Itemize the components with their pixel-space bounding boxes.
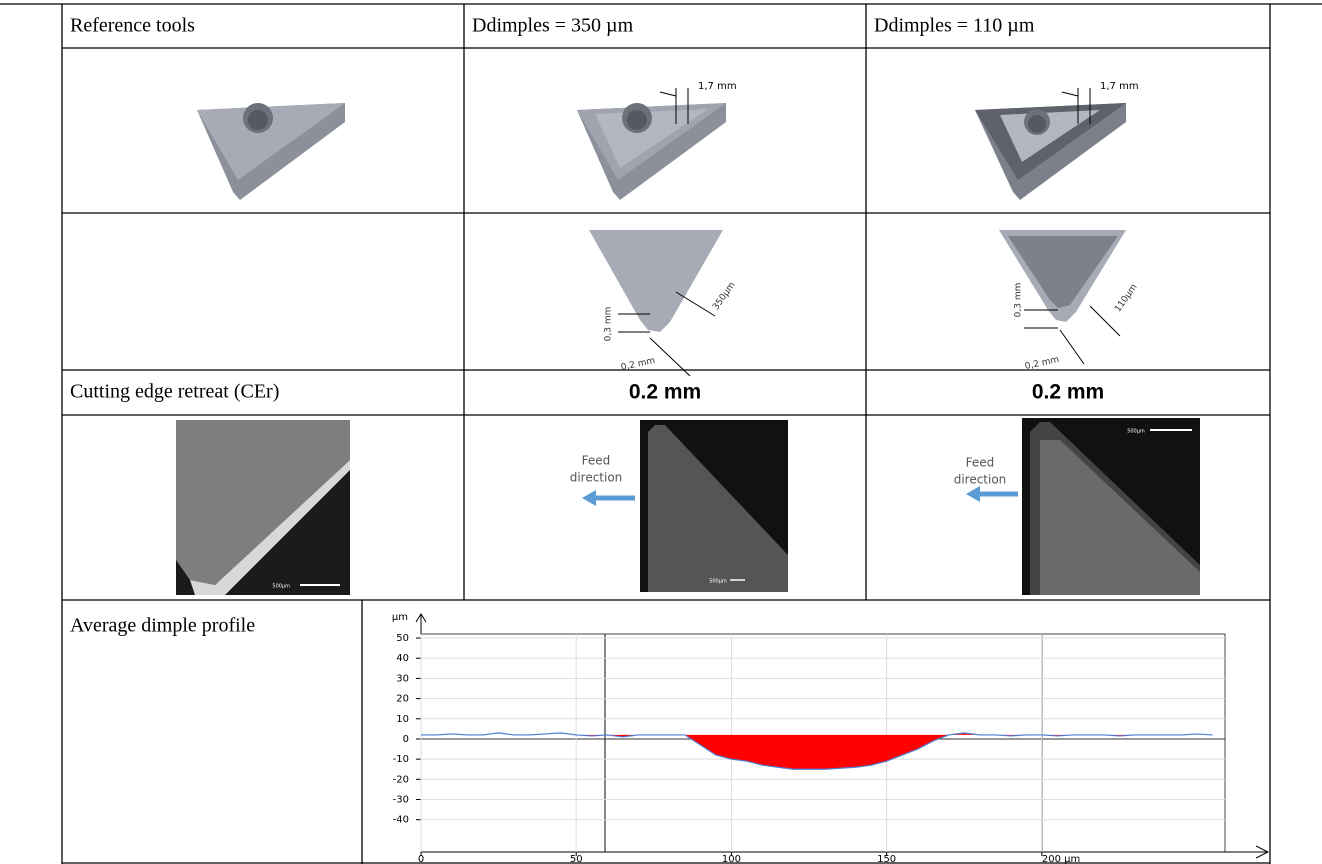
- y-tick-label: -30: [393, 795, 409, 806]
- y-tick-label: 50: [396, 633, 409, 644]
- header-cell: Ddimples = 110 µm: [874, 15, 1035, 37]
- row-label: Cutting edge retreat (CEr): [70, 381, 279, 403]
- y-tick-label: 30: [396, 673, 409, 684]
- x-tick-label: 150: [877, 854, 896, 864]
- dimension-label: 110µm: [1113, 282, 1139, 314]
- dimension-label: 350µm: [711, 280, 737, 312]
- feed-label: direction: [954, 473, 1007, 487]
- micrograph: 500µm: [176, 420, 350, 595]
- cer-value: 0.2 mm: [629, 381, 701, 404]
- dimension-label: 0,3 mm: [1014, 283, 1024, 318]
- x-tick-label: 50: [570, 854, 583, 864]
- feed-label: Feed: [582, 454, 611, 468]
- feed-label: Feed: [966, 456, 995, 470]
- header-cell: Reference tools: [70, 15, 195, 37]
- edge-detail: 0,3 mm 110µm 0,2 mm: [999, 230, 1140, 372]
- y-tick-label: -20: [393, 774, 409, 785]
- y-unit: µm: [392, 612, 408, 623]
- y-tick-label: 10: [396, 714, 409, 725]
- tool-image: 1,7 mm: [577, 81, 737, 200]
- tool-image: 1,7 mm: [975, 81, 1139, 200]
- micrograph: 500µm Feed direction: [570, 420, 788, 592]
- x-tick-label: 200 µm: [1042, 854, 1080, 864]
- dimple-fill: [576, 733, 1135, 769]
- row-label: Average dimple profile: [70, 615, 255, 637]
- x-tick-label: 0: [418, 854, 424, 864]
- y-tick-label: -40: [393, 815, 409, 826]
- scale-label: 500µm: [272, 584, 290, 590]
- y-tick-label: 20: [396, 694, 409, 705]
- y-tick-label: 40: [396, 653, 409, 664]
- dimension-label: 1,7 mm: [1100, 81, 1139, 92]
- micrograph: 500µm Feed direction: [954, 418, 1200, 595]
- feed-label: direction: [570, 471, 623, 485]
- tool-image: [197, 103, 345, 200]
- header-cell: Ddimples = 350 µm: [472, 15, 634, 37]
- dimension-label: 1,7 mm: [698, 81, 737, 92]
- y-tick-label: -10: [393, 754, 409, 765]
- page: Reference tools Ddimples = 350 µm Ddimpl…: [0, 0, 1322, 864]
- scale-label: 500µm: [1127, 429, 1145, 435]
- cer-value: 0.2 mm: [1032, 381, 1104, 404]
- edge-detail: 0,3 mm 350µm 0,2 mm: [589, 230, 738, 376]
- y-tick-label: 0: [403, 734, 409, 745]
- x-tick-label: 100: [722, 854, 741, 864]
- scale-label: 500µm: [709, 579, 727, 585]
- dimension-label: 0,3 mm: [604, 307, 614, 342]
